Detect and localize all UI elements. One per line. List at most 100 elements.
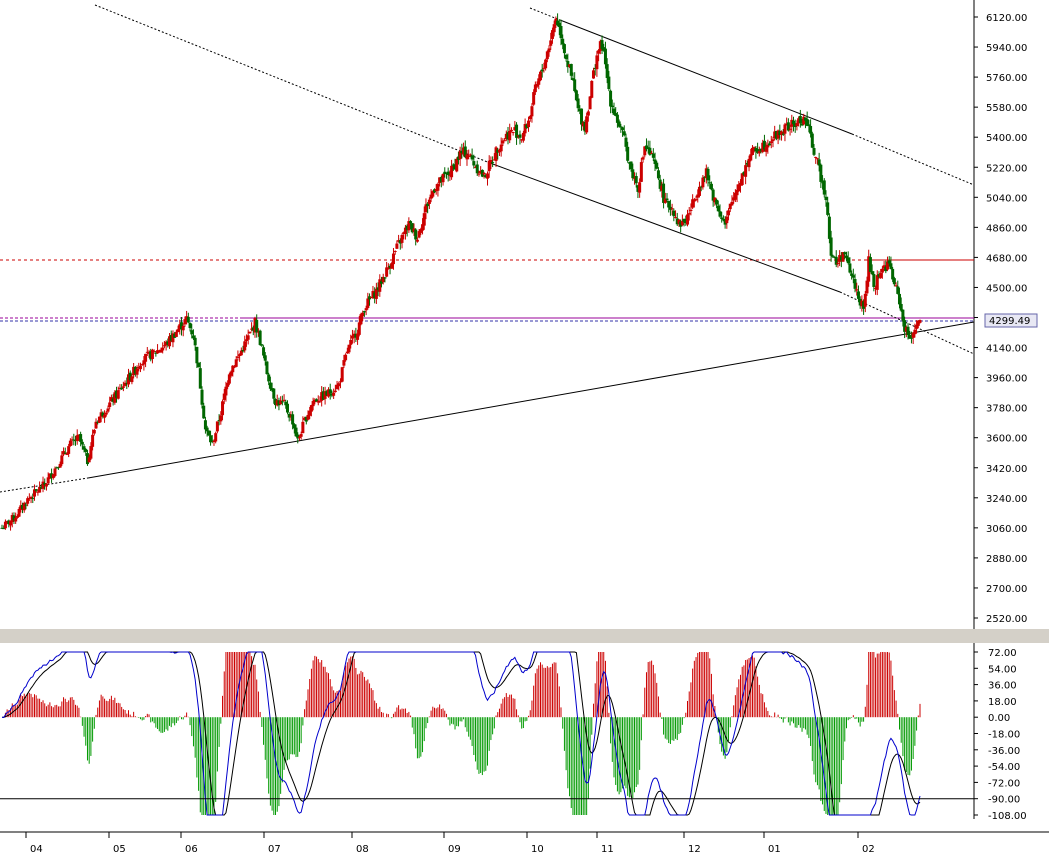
candle-body (164, 341, 168, 346)
candle-body (822, 180, 826, 195)
candle-body (569, 63, 573, 76)
candle-body (605, 64, 609, 78)
candle-body (708, 182, 712, 184)
candle-body (156, 350, 160, 354)
candle-body (419, 229, 423, 233)
candle-body (785, 123, 789, 126)
macd-y-tick-label: 0.00 (988, 713, 1010, 724)
candle-body (680, 220, 684, 226)
candle-body (516, 135, 520, 137)
candle-body (889, 263, 893, 269)
price-y-tick-label: 3420.00 (986, 464, 1027, 475)
candle-body (533, 84, 537, 93)
candle-body (364, 308, 368, 311)
candle-body (67, 446, 71, 454)
candle-body (327, 389, 331, 397)
candle-body (63, 452, 67, 454)
candle-body (198, 368, 202, 389)
candle-body (868, 257, 872, 272)
candle-body (277, 400, 281, 406)
x-tick-label: 10 (531, 844, 544, 855)
candle-body (603, 48, 607, 65)
candle-body (197, 362, 201, 368)
candle-body (256, 331, 260, 333)
candle-body (354, 333, 358, 338)
panel-divider[interactable] (0, 629, 1049, 643)
candle-body (297, 436, 301, 438)
candle-body (841, 252, 845, 262)
candle-body (537, 78, 541, 85)
candle-body (236, 356, 240, 358)
candle-body (752, 146, 756, 148)
candle-body (499, 144, 503, 152)
candle-body (62, 451, 66, 455)
candle-body (157, 350, 161, 352)
candle-body (361, 312, 365, 317)
candle-body (325, 391, 329, 396)
candle-body (15, 516, 19, 518)
candle-body (9, 520, 13, 526)
candle-body (347, 344, 351, 353)
candle-body (532, 92, 536, 105)
candle-body (227, 374, 231, 384)
candle-body (686, 214, 690, 225)
candle-body (508, 130, 512, 141)
candle-body (19, 505, 23, 511)
candle-body (123, 382, 127, 386)
candle-body (571, 78, 575, 80)
candle-body (631, 169, 635, 179)
candle-body (270, 388, 274, 391)
candle-body (337, 383, 341, 387)
candle-body (727, 210, 731, 216)
candle-body (721, 219, 725, 221)
price-y-tick-label: 2700.00 (986, 584, 1027, 595)
candle-body (24, 504, 28, 506)
candle-body (383, 277, 387, 279)
candle-body (434, 188, 438, 192)
candle-body (636, 185, 640, 192)
candle-body (612, 108, 616, 115)
candle-body (203, 420, 207, 430)
candle-body (607, 76, 611, 90)
candle-body (833, 256, 837, 258)
candle-body (181, 325, 185, 331)
candle-body (475, 164, 479, 174)
candle-body (221, 401, 225, 416)
candle-body (402, 232, 406, 234)
candle-body (844, 255, 848, 258)
candle-body (77, 434, 81, 436)
candle-body (523, 124, 527, 134)
candle-body (802, 116, 806, 125)
candle-body (282, 399, 286, 401)
candle-body (800, 123, 804, 126)
candle-body (248, 331, 252, 334)
candle-body (422, 213, 426, 226)
candle-body (75, 435, 79, 441)
candle-body (79, 434, 83, 442)
candle-body (60, 455, 64, 465)
candle-body (862, 301, 866, 309)
candle-body (140, 364, 144, 366)
candle-body (504, 133, 508, 140)
candle-body (913, 329, 917, 335)
candle-body (349, 339, 353, 345)
candle-body (344, 354, 348, 361)
price-y-tick-label: 3600.00 (986, 434, 1027, 445)
candle-body (699, 186, 703, 188)
candle-body (32, 489, 36, 497)
candle-body (17, 509, 21, 517)
candle-body (429, 194, 433, 199)
candle-body (697, 186, 701, 196)
candle-body (780, 131, 784, 135)
candle-body (472, 161, 476, 166)
macd-histogram (3, 652, 921, 815)
x-tick-label: 12 (688, 844, 701, 855)
candle-body (786, 122, 790, 131)
candle-body (89, 446, 93, 459)
candle-body (207, 430, 211, 436)
macd-y-tick-label: -18.00 (988, 730, 1020, 741)
candle-body (3, 521, 7, 529)
candle-body (74, 440, 78, 442)
candle-body (552, 24, 556, 33)
macd-y-tick-label: -90.00 (988, 795, 1020, 806)
